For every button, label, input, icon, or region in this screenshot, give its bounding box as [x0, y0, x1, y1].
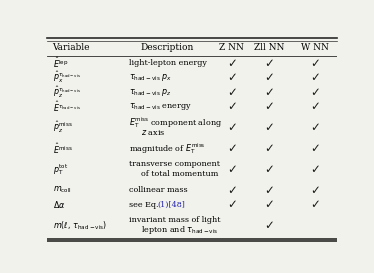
Text: ✓: ✓: [227, 183, 237, 197]
Text: ✓: ✓: [310, 163, 320, 176]
Text: ✓: ✓: [310, 183, 320, 197]
Text: lepton and $\tau_{\mathrm{had-vis}}$: lepton and $\tau_{\mathrm{had-vis}}$: [141, 224, 218, 236]
Text: transverse component: transverse component: [129, 160, 220, 168]
Text: ✓: ✓: [264, 85, 274, 99]
Text: $\hat{p}_{z}^{\mathrm{miss}}$: $\hat{p}_{z}^{\mathrm{miss}}$: [52, 120, 72, 135]
Text: $m_{\mathrm{coll}}$: $m_{\mathrm{coll}}$: [52, 185, 71, 195]
Text: [48]: [48]: [166, 200, 185, 209]
Text: ✓: ✓: [227, 71, 237, 84]
Text: ✓: ✓: [264, 198, 274, 211]
Text: ✓: ✓: [264, 183, 274, 197]
Text: $\hat{E}^{\tau_{\mathrm{had-vis}}}$: $\hat{E}^{\tau_{\mathrm{had-vis}}}$: [52, 99, 80, 114]
Text: ✓: ✓: [227, 142, 237, 155]
Text: $m(\ell,\,\tau_{\mathrm{had-vis}})$: $m(\ell,\,\tau_{\mathrm{had-vis}})$: [52, 219, 107, 232]
Text: ✓: ✓: [264, 57, 274, 70]
Text: ✓: ✓: [310, 121, 320, 134]
Text: collinear mass: collinear mass: [129, 186, 188, 194]
Text: W NN: W NN: [301, 43, 329, 52]
Text: ✓: ✓: [227, 163, 237, 176]
Text: light-lepton energy: light-lepton energy: [129, 59, 207, 67]
Text: Description: Description: [140, 43, 194, 52]
Text: ✓: ✓: [310, 100, 320, 113]
Text: $E_{\mathrm{T}}^{\mathrm{miss}}$ component along: $E_{\mathrm{T}}^{\mathrm{miss}}$ compone…: [129, 115, 223, 130]
Text: ✓: ✓: [227, 85, 237, 99]
Text: Z NN: Z NN: [219, 43, 244, 52]
Text: ✓: ✓: [227, 121, 237, 134]
Text: ✓: ✓: [227, 57, 237, 70]
Text: $\hat{E}^{\mathrm{lep}}$: $\hat{E}^{\mathrm{lep}}$: [52, 56, 68, 70]
Text: ✓: ✓: [310, 85, 320, 99]
Text: $\Delta\alpha$: $\Delta\alpha$: [52, 199, 65, 210]
Text: $z$ axis: $z$ axis: [141, 128, 165, 137]
Text: ✓: ✓: [310, 142, 320, 155]
Text: ✓: ✓: [310, 57, 320, 70]
Text: ✓: ✓: [310, 71, 320, 84]
Text: invariant mass of light: invariant mass of light: [129, 216, 221, 224]
Text: see Eq.: see Eq.: [129, 200, 161, 209]
Text: ✓: ✓: [227, 198, 237, 211]
Text: ✓: ✓: [227, 100, 237, 113]
Text: $\hat{p}_{x}^{\tau_{\mathrm{had-vis}}}$: $\hat{p}_{x}^{\tau_{\mathrm{had-vis}}}$: [52, 70, 80, 85]
Text: $\hat{p}_{z}^{\tau_{\mathrm{had-vis}}}$: $\hat{p}_{z}^{\tau_{\mathrm{had-vis}}}$: [52, 85, 80, 100]
Text: $\tau_{\mathrm{had-vis}}\;p_z$: $\tau_{\mathrm{had-vis}}\;p_z$: [129, 87, 172, 97]
Text: of total momentum: of total momentum: [141, 170, 218, 178]
Text: $\tau_{\mathrm{had-vis}}$ energy: $\tau_{\mathrm{had-vis}}$ energy: [129, 101, 192, 112]
Text: magnitude of $E_{\mathrm{T}}^{\mathrm{miss}}$: magnitude of $E_{\mathrm{T}}^{\mathrm{mi…: [129, 141, 206, 156]
Text: $\tau_{\mathrm{had-vis}}\;p_x$: $\tau_{\mathrm{had-vis}}\;p_x$: [129, 72, 172, 83]
Text: $p_{\mathrm{T}}^{\mathrm{tot}}$: $p_{\mathrm{T}}^{\mathrm{tot}}$: [52, 162, 68, 177]
Text: $\hat{E}^{\mathrm{miss}}$: $\hat{E}^{\mathrm{miss}}$: [52, 141, 72, 156]
Text: Zll NN: Zll NN: [254, 43, 285, 52]
Text: ✓: ✓: [264, 100, 274, 113]
Text: ✓: ✓: [264, 142, 274, 155]
Text: ✓: ✓: [264, 219, 274, 232]
Text: ✓: ✓: [264, 71, 274, 84]
Text: ✓: ✓: [264, 121, 274, 134]
Text: (1): (1): [158, 200, 169, 209]
Text: ✓: ✓: [310, 198, 320, 211]
Text: Variable: Variable: [52, 43, 90, 52]
Text: ✓: ✓: [264, 163, 274, 176]
